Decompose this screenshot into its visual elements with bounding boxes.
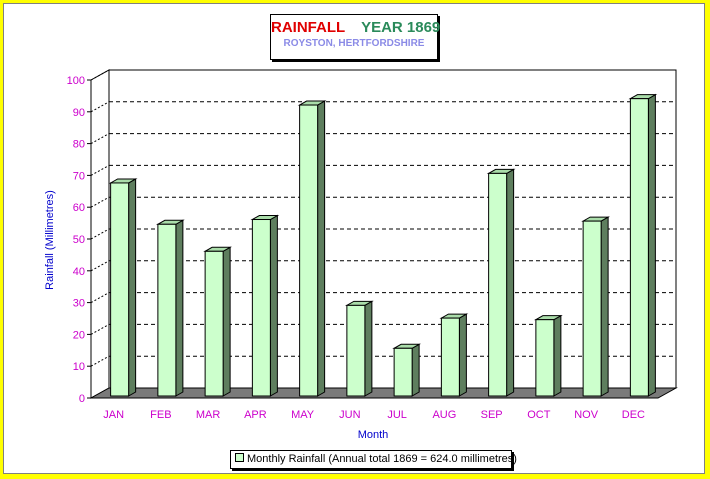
x-tick-label: JUN: [339, 409, 360, 421]
bar-jan: [108, 178, 138, 397]
x-tick-label: FEB: [150, 409, 171, 421]
y-tick-label: 50: [73, 234, 85, 246]
bar-side: [411, 343, 420, 397]
left-wall: [90, 69, 110, 399]
y-axis-title: Rainfall (Millimetres): [44, 190, 56, 290]
y-tick-label: 90: [73, 107, 85, 119]
bar-side: [647, 93, 656, 397]
bar-front: [488, 172, 508, 397]
gridline-side: [90, 164, 110, 176]
bar-front: [440, 317, 460, 397]
bar-front: [582, 220, 602, 397]
gridline-side: [90, 101, 110, 113]
gridline-side: [90, 323, 110, 335]
legend-label: Monthly Rainfall (Annual total 1869 = 62…: [247, 453, 517, 465]
x-axis-title: Month: [358, 429, 389, 441]
x-tick-label: AUG: [432, 409, 456, 421]
y-tick-label: 20: [73, 329, 85, 341]
x-tick-label: APR: [244, 409, 267, 421]
bar-front: [393, 347, 413, 397]
y-tick-label: 70: [73, 170, 85, 182]
bar-apr: [250, 214, 280, 397]
bar-jun: [344, 300, 374, 397]
chart-floor: [89, 387, 678, 399]
bar-side: [128, 178, 137, 397]
bar-front: [110, 182, 130, 397]
bar-front: [535, 319, 555, 397]
chart-title-box: RAINFALL YEAR 1869 ROYSTON, HERTFORDSHIR…: [270, 14, 441, 60]
gridline-side: [90, 133, 110, 145]
bar-front: [251, 219, 271, 397]
bar-side: [317, 100, 326, 397]
x-tick-label: JUL: [387, 409, 407, 421]
x-tick-label: MAR: [196, 409, 221, 421]
bar-side: [364, 300, 373, 397]
legend-swatch: [235, 453, 244, 462]
gridline-side: [90, 355, 110, 367]
bar-side: [175, 219, 184, 397]
chart-subtitle: ROYSTON, HERTFORDSHIRE: [283, 38, 425, 49]
gridline-side: [90, 292, 110, 304]
legend: Monthly Rainfall (Annual total 1869 = 62…: [230, 450, 517, 469]
bar-oct: [533, 314, 563, 397]
chart-title: RAINFALL: [271, 19, 345, 36]
x-tick-label: OCT: [527, 409, 551, 421]
bar-side: [269, 214, 278, 397]
bar-nov: [581, 216, 611, 397]
bar-aug: [439, 313, 469, 397]
bar-side: [600, 216, 609, 397]
gridline-side: [90, 196, 110, 208]
chart-title-year: YEAR 1869: [361, 19, 441, 36]
bar-sep: [486, 168, 516, 397]
bar-jul: [392, 343, 422, 397]
gridline-side: [90, 69, 110, 81]
y-tick-label: 10: [73, 361, 85, 373]
bar-front: [629, 98, 649, 397]
bar-dec: [628, 93, 658, 397]
y-tick-label: 100: [67, 75, 85, 87]
x-tick-label: MAY: [291, 409, 315, 421]
gridline-side: [90, 260, 110, 272]
bar-side: [553, 314, 562, 397]
bar-side: [458, 313, 467, 397]
bar-front: [204, 250, 224, 397]
y-tick-label: 60: [73, 202, 85, 214]
y-tick-label: 80: [73, 139, 85, 151]
x-tick-label: SEP: [481, 409, 503, 421]
bar-side: [506, 168, 515, 397]
bar-front: [346, 304, 366, 397]
bar-may: [297, 100, 327, 397]
bar-front: [157, 223, 177, 397]
x-tick-label: JAN: [103, 409, 124, 421]
gridline-side: [90, 228, 110, 240]
y-tick-label: 0: [79, 393, 85, 405]
y-tick-label: 30: [73, 298, 85, 310]
y-tick-label: 40: [73, 266, 85, 278]
bar-side: [222, 246, 231, 397]
bar-feb: [155, 219, 185, 397]
x-tick-label: DEC: [622, 409, 645, 421]
bar-mar: [203, 246, 233, 397]
bar-front: [299, 104, 319, 397]
x-tick-label: NOV: [574, 409, 599, 421]
